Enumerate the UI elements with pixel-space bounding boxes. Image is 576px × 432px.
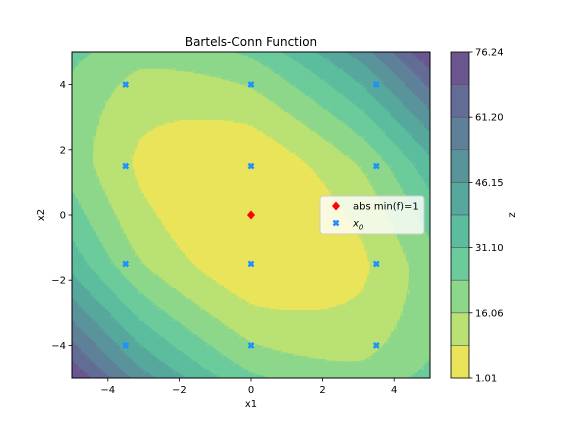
chart-title: Bartels-Conn Function: [185, 35, 317, 49]
